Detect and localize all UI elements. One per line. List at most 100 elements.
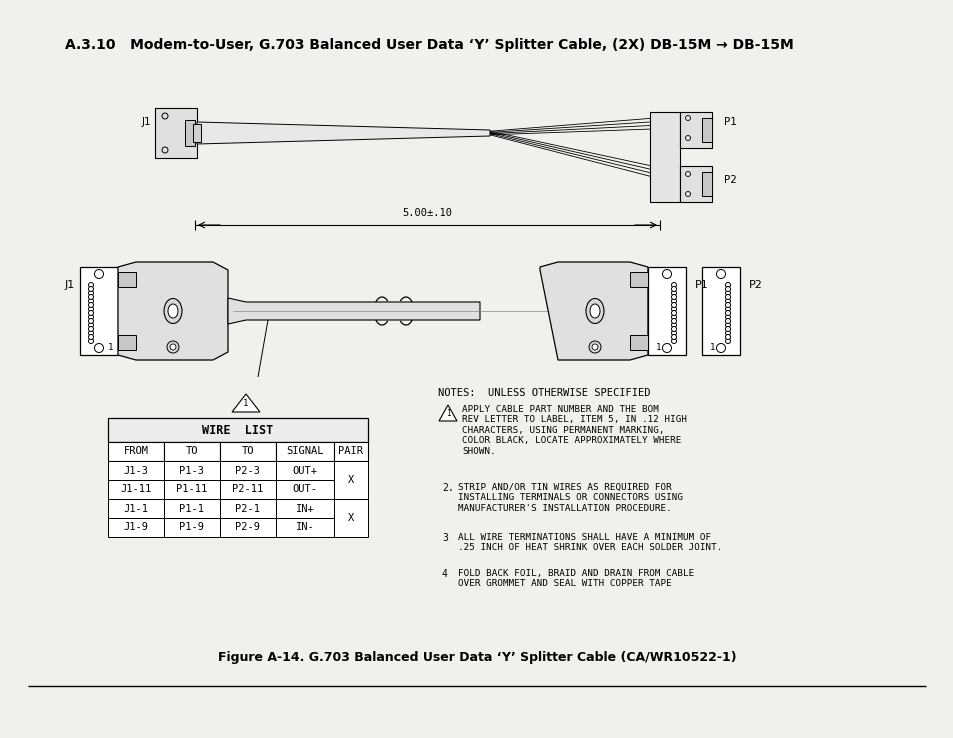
Ellipse shape [168,304,178,318]
Polygon shape [118,262,228,360]
Text: J1-3: J1-3 [123,466,149,475]
Bar [108,442,164,461]
Circle shape [89,331,93,336]
Text: J1: J1 [65,280,75,290]
Bar [275,461,334,480]
Bar [80,267,118,355]
Bar [108,418,368,442]
Text: TO: TO [186,446,198,457]
Bar [154,108,196,158]
Circle shape [89,314,93,320]
Polygon shape [232,394,260,412]
Text: X: X [348,513,354,523]
Circle shape [671,306,676,311]
Text: WIRE  LIST: WIRE LIST [202,424,274,436]
Circle shape [671,294,676,300]
Text: P1-3: P1-3 [179,466,204,475]
Bar [220,499,275,518]
Text: OUT-: OUT- [293,485,317,494]
Circle shape [685,191,690,196]
Circle shape [592,344,598,350]
Circle shape [671,323,676,328]
Text: ALL WIRE TERMINATIONS SHALL HAVE A MINIMUM OF
.25 INCH OF HEAT SHRINK OVER EACH : ALL WIRE TERMINATIONS SHALL HAVE A MINIM… [457,533,721,553]
Circle shape [724,326,730,331]
Bar [220,442,275,461]
Text: 5.00±.10: 5.00±.10 [402,208,452,218]
Bar [193,124,201,142]
Circle shape [89,303,93,308]
Bar [275,480,334,499]
Circle shape [671,331,676,336]
Bar [118,335,136,350]
Circle shape [89,334,93,339]
Text: X: X [348,475,354,485]
Circle shape [671,283,676,288]
Text: J1-1: J1-1 [123,503,149,514]
Text: J1-9: J1-9 [123,523,149,533]
Ellipse shape [164,298,182,323]
Text: OUT+: OUT+ [293,466,317,475]
Text: A.3.10   Modem-to-User, G.703 Balanced User Data ‘Y’ Splitter Cable, (2X) DB-15M: A.3.10 Modem-to-User, G.703 Balanced Use… [65,38,793,52]
Bar [701,172,711,196]
Circle shape [724,291,730,295]
Bar [220,480,275,499]
Bar [164,461,220,480]
Polygon shape [196,122,490,144]
Circle shape [167,341,179,353]
Bar [679,166,711,202]
Circle shape [685,171,690,176]
Bar [185,120,194,146]
Polygon shape [228,298,479,324]
Bar [164,499,220,518]
Circle shape [94,343,103,353]
Circle shape [724,303,730,308]
Circle shape [716,343,724,353]
Text: IN+: IN+ [295,503,314,514]
Circle shape [89,323,93,328]
Circle shape [724,339,730,343]
Circle shape [671,334,676,339]
Bar [164,480,220,499]
Circle shape [89,294,93,300]
Bar [629,335,647,350]
Circle shape [724,319,730,323]
Bar [220,461,275,480]
Text: APPLY CABLE PART NUMBER AND THE BOM
REV LETTER TO LABEL, ITEM 5, IN .12 HIGH
CHA: APPLY CABLE PART NUMBER AND THE BOM REV … [461,405,686,455]
Text: P1-9: P1-9 [179,523,204,533]
Bar [334,499,368,537]
Text: SIGNAL: SIGNAL [286,446,323,457]
Text: 1: 1 [243,399,249,407]
Bar [164,518,220,537]
Bar [275,442,334,461]
Circle shape [671,339,676,343]
Bar [118,272,136,287]
Circle shape [170,344,175,350]
Text: FOLD BACK FOIL, BRAID AND DRAIN FROM CABLE
OVER GROMMET AND SEAL WITH COPPER TAP: FOLD BACK FOIL, BRAID AND DRAIN FROM CAB… [457,569,694,588]
Circle shape [724,323,730,328]
Bar [679,112,711,148]
Text: P2-1: P2-1 [235,503,260,514]
Bar [629,272,647,287]
Circle shape [671,298,676,303]
Circle shape [89,339,93,343]
Circle shape [89,306,93,311]
Circle shape [671,311,676,316]
Bar [334,442,368,461]
Circle shape [724,311,730,316]
Text: STRIP AND/OR TIN WIRES AS REQUIRED FOR
INSTALLING TERMINALS OR CONNECTORS USING
: STRIP AND/OR TIN WIRES AS REQUIRED FOR I… [457,483,682,513]
Text: FROM: FROM [123,446,149,457]
Bar [220,518,275,537]
Circle shape [724,314,730,320]
Text: P2: P2 [723,175,736,185]
Circle shape [162,147,168,153]
Circle shape [162,113,168,119]
Text: P2: P2 [748,280,762,290]
Text: P1-11: P1-11 [176,485,208,494]
Bar [647,267,685,355]
Circle shape [724,334,730,339]
Ellipse shape [585,298,603,323]
Text: P1-1: P1-1 [179,503,204,514]
Bar [701,118,711,142]
Text: 4: 4 [441,569,447,579]
Circle shape [671,326,676,331]
